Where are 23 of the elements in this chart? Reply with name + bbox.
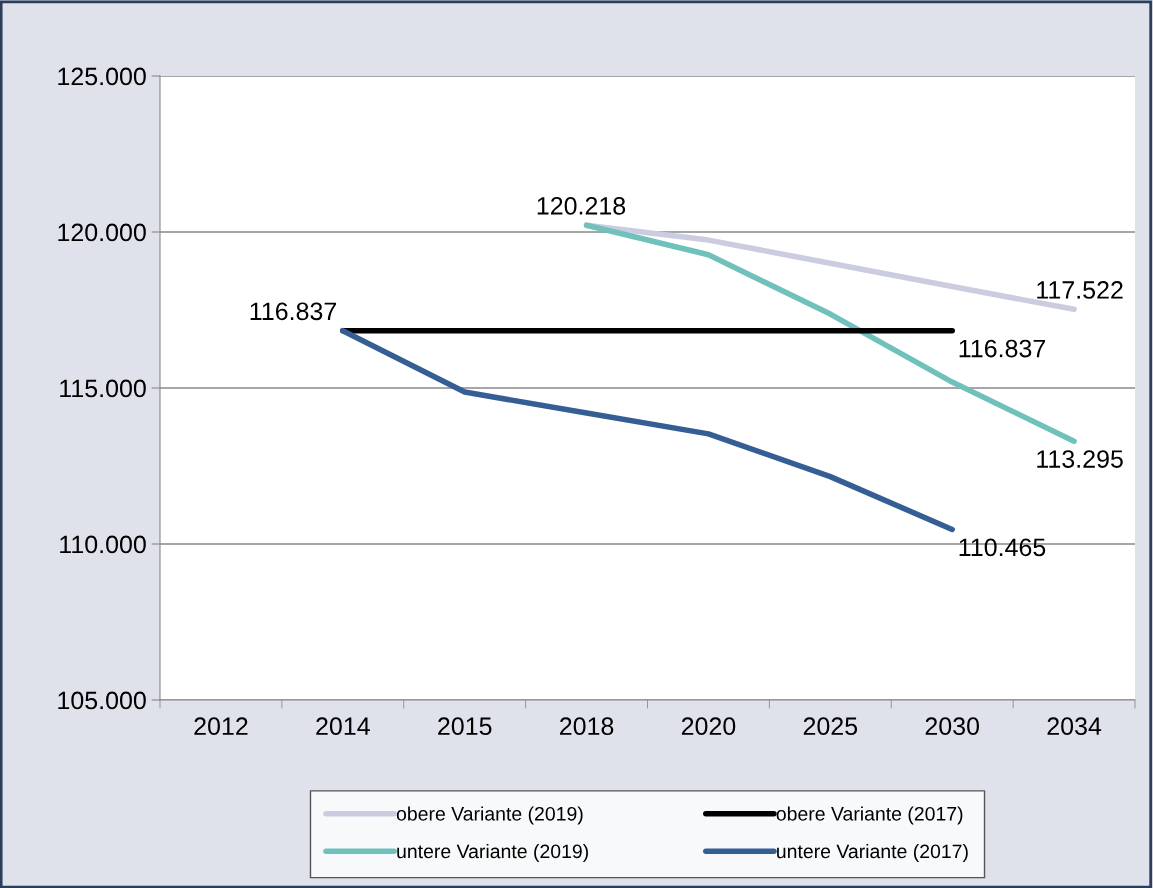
data-label: 113.295 — [1037, 450, 1123, 468]
y-tick-label: 110.000 — [60, 535, 146, 554]
data-label: 116.837 — [250, 302, 337, 321]
y-tick-label: 120.000 — [58, 223, 146, 242]
legend-label: untere Variante (2019) — [397, 843, 588, 863]
y-tick-label: 115.000 — [60, 379, 146, 398]
x-tick-label: 2034 — [1047, 717, 1102, 736]
data-label: 116.837 — [959, 339, 1046, 358]
x-tick-label: 2020 — [681, 717, 736, 736]
x-tick-label: 2015 — [438, 717, 492, 736]
x-tick-label: 2014 — [316, 717, 370, 736]
data-label: 110.465 — [959, 538, 1046, 557]
data-label: 120.218 — [537, 197, 626, 215]
x-tick-label: 2030 — [925, 717, 980, 736]
legend-label: untere Variante (2017) — [777, 843, 968, 863]
y-tick-label: 105.000 — [58, 691, 146, 710]
x-tick-label: 2012 — [194, 717, 248, 736]
y-tick-label: 125.000 — [58, 67, 146, 86]
legend-label: obere Variante (2019) — [396, 806, 583, 825]
data-label: 117.522 — [1037, 281, 1123, 299]
x-tick-label: 2018 — [560, 717, 614, 736]
x-tick-label: 2025 — [803, 717, 858, 736]
legend-label: obere Variante (2017) — [776, 806, 963, 825]
